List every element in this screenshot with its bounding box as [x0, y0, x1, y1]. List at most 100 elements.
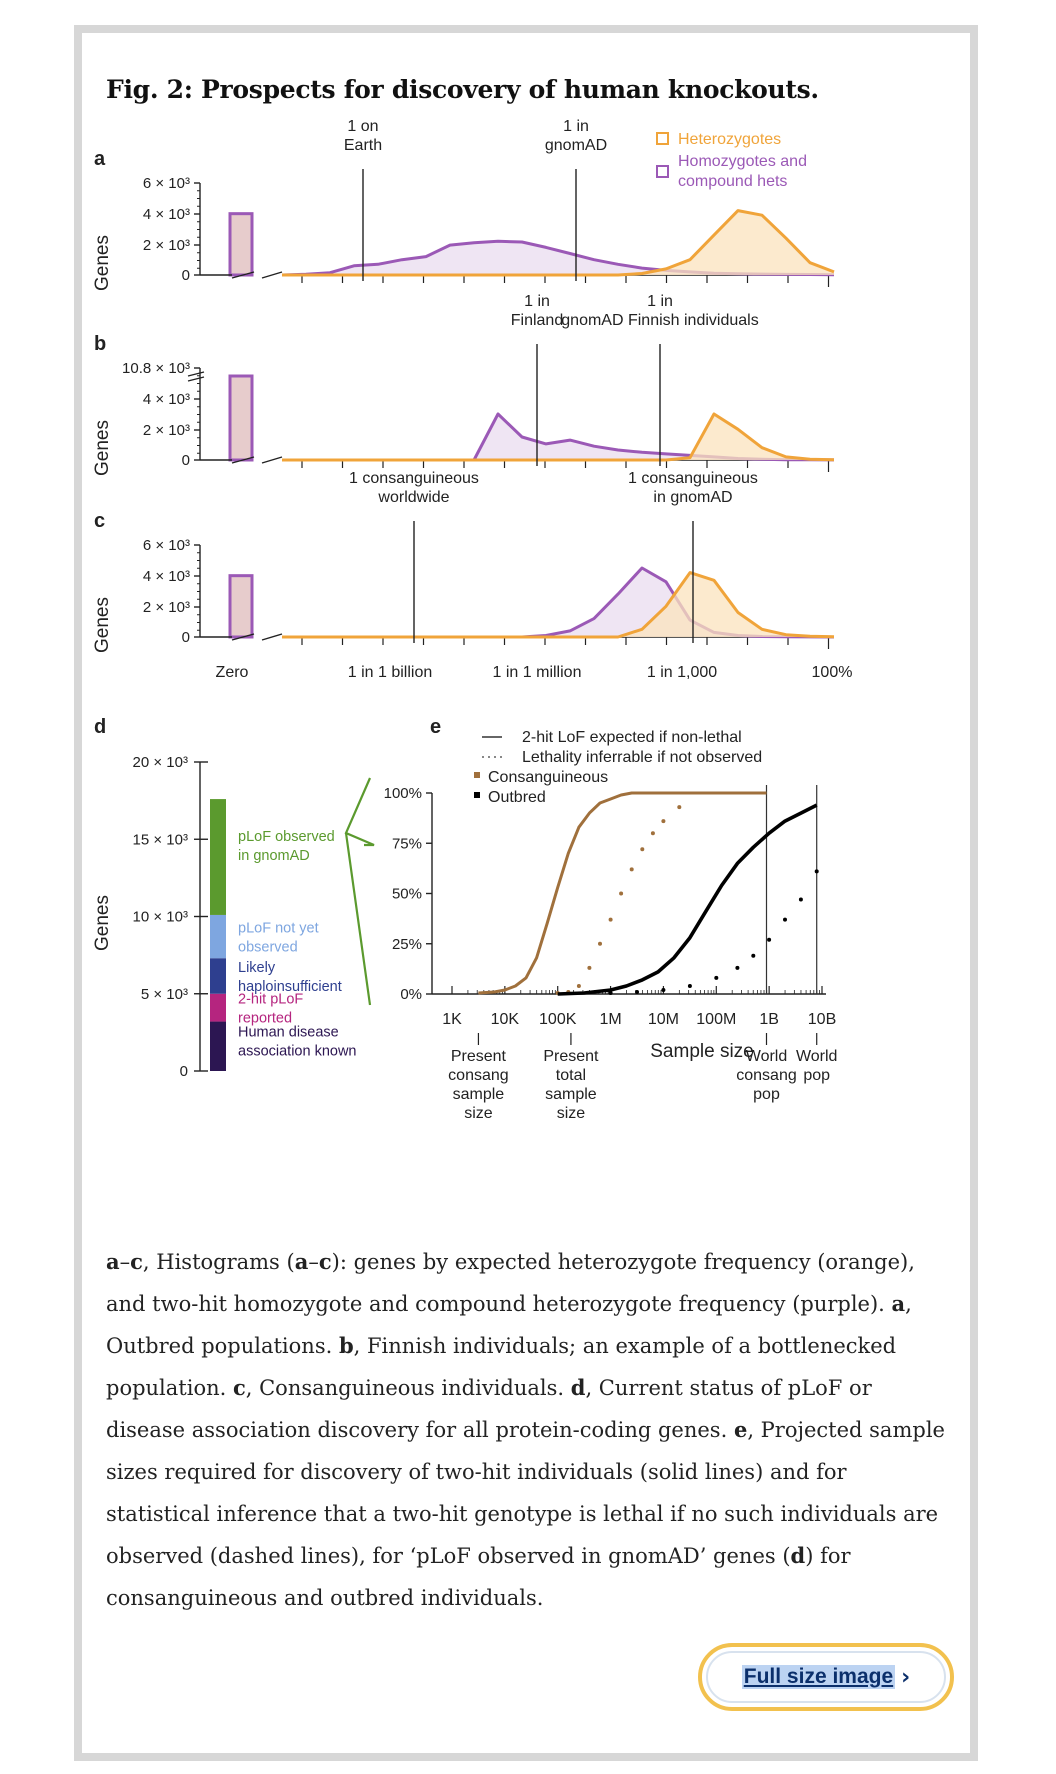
series-point — [814, 869, 819, 874]
panel-d: d Genes 20 × 10³ 15 × 10³ 10 × 10³ 5 × 10³ 0 Hu… — [92, 716, 375, 1080]
figure-card: Fig. 2: Prospects for discovery of human… — [82, 33, 970, 1753]
series-point — [661, 988, 666, 992]
panel-b: b Genes 10.8 × 10³ 4 × 10³ 2 × 10³ 0 1 in Finla… — [92, 293, 835, 476]
x-tick-label: 1K — [442, 1011, 462, 1028]
series-line-heterozygotes — [282, 571, 835, 639]
series-point — [735, 965, 740, 970]
stacked-segment — [210, 993, 226, 1022]
y-tick-label: 4 × 10³ — [143, 568, 190, 585]
annotation-label: 1 in — [563, 118, 589, 135]
y-tick-label: 25% — [392, 936, 422, 953]
caption-panel-ref: d — [570, 1375, 586, 1400]
annotation-label: consang — [736, 1067, 797, 1084]
annotation-label: consang — [448, 1067, 509, 1084]
series-area-homozygotes — [282, 414, 834, 460]
annotation-label: size — [557, 1105, 586, 1122]
annotation-label: sample — [453, 1086, 505, 1103]
series-area-heterozygotes — [282, 572, 834, 637]
figure-title: Fig. 2: Prospects for discovery of human… — [106, 75, 819, 104]
y-tick-label: 50% — [392, 886, 422, 903]
y-tick-label: 15 × 10³ — [133, 831, 188, 848]
caption-text: – — [119, 1250, 131, 1274]
legend-heterozygotes-swatch — [656, 132, 669, 145]
panel-label: b — [94, 333, 106, 355]
full-size-image-button[interactable]: Full size image › — [698, 1643, 954, 1711]
x-axis-break — [261, 456, 283, 464]
annotation-label: World — [796, 1048, 838, 1065]
segment-label: pLoF not yet — [238, 921, 319, 937]
caption-panel-ref: c — [318, 1249, 332, 1274]
caption-text: , Current status of pLoF or disease asso… — [106, 1376, 872, 1442]
y-tick-label: 4 × 10³ — [143, 391, 190, 408]
panel-c: c Genes 6 × 10³ 4 × 10³ 2 × 10³ 0 1 consanguin… — [92, 470, 852, 681]
full-size-image-label[interactable]: Full size image — [741, 1665, 896, 1689]
annotation-label: 1 on — [347, 118, 378, 135]
x-tick-label: 1 in 1 billion — [348, 664, 433, 681]
series-point — [640, 847, 645, 852]
stacked-segment — [210, 914, 226, 959]
series-point — [798, 897, 803, 902]
y-tick-label: 0 — [182, 629, 190, 646]
full-size-image-link[interactable]: Full size image › — [706, 1651, 946, 1703]
panel-label: a — [94, 148, 106, 170]
series-line-heterozygotes — [282, 412, 835, 462]
segment-label: reported — [238, 1011, 292, 1027]
segment-label: haploinsufficient — [238, 979, 342, 995]
x-axis-break — [231, 633, 255, 641]
annotation-label: size — [464, 1105, 493, 1122]
x-tick-label: 100K — [539, 1011, 577, 1028]
panel-e: e 2-hit LoF expected if non-lethal Lethali… — [384, 716, 838, 1122]
annotation-label: gnomAD — [545, 137, 607, 154]
stacked-segment — [210, 958, 226, 994]
caption-text: ): genes by expected heterozygote freque… — [106, 1250, 915, 1316]
legend-label: Consanguineous — [488, 769, 608, 786]
legend-label: 2-hit LoF expected if non-lethal — [522, 729, 742, 746]
legend-label: Outbred — [488, 789, 546, 806]
x-axis-label: Sample size — [650, 1041, 754, 1062]
series-point — [650, 831, 655, 836]
legend-label: Lethality inferrable if not observed — [522, 749, 762, 766]
caption-text: , Consanguineous individuals. — [245, 1376, 571, 1400]
annotation-label: Present — [543, 1048, 599, 1065]
y-tick-label: 0 — [182, 267, 190, 284]
x-tick-label: 1M — [599, 1011, 621, 1028]
y-axis-label: Genes — [92, 895, 113, 951]
annotation-label: Finland — [511, 312, 563, 329]
series-area-homozygotes — [282, 241, 834, 275]
x-tick-label: Zero — [216, 664, 249, 681]
x-axis-break — [261, 271, 283, 279]
segment-label: Human disease — [238, 1024, 339, 1040]
annotation-label: 1 consanguineous — [628, 470, 758, 487]
series-line — [557, 803, 818, 996]
panel-label: e — [430, 716, 441, 738]
axis-break-mark — [187, 376, 205, 382]
y-tick-label: 10 × 10³ — [133, 909, 188, 926]
annotation-label: pop — [753, 1086, 780, 1103]
caption-panel-ref: b — [338, 1333, 354, 1358]
caption-panel-ref: e — [733, 1417, 748, 1442]
series-point — [677, 805, 682, 810]
x-axis-break — [231, 271, 255, 279]
series-point — [629, 867, 634, 872]
annotation-label: pop — [803, 1067, 830, 1084]
segment-label: in gnomAD — [238, 848, 310, 864]
panel-label: c — [94, 510, 105, 532]
stacked-segment — [210, 799, 226, 915]
y-tick-label: 100% — [384, 785, 422, 802]
panel-a: a Genes 6 × 10³ 4 × 10³ 2 × 10³ 0 1 on Earth 1 i… — [92, 118, 835, 291]
y-tick-label: 0 — [182, 452, 190, 469]
y-tick-label: 6 × 10³ — [143, 537, 190, 554]
y-tick-label: 0 — [180, 1063, 188, 1080]
y-axis-label: Genes — [92, 235, 113, 291]
caption-text: – — [308, 1250, 319, 1274]
y-axis-label: Genes — [92, 597, 113, 653]
caption-text: , Outbred populations. — [106, 1292, 912, 1358]
caption-text: ) for consanguineous and outbred individ… — [106, 1544, 851, 1610]
y-tick-label: 0% — [400, 986, 422, 1003]
series-point — [687, 984, 692, 988]
annotation-label: worldwide — [377, 489, 449, 506]
caption-panel-ref: a — [294, 1249, 309, 1274]
series-area-heterozygotes — [282, 210, 834, 275]
bracket-connector — [344, 777, 375, 1006]
figure-caption: a–c, Histograms (a–c): genes by expected… — [106, 1241, 956, 1619]
